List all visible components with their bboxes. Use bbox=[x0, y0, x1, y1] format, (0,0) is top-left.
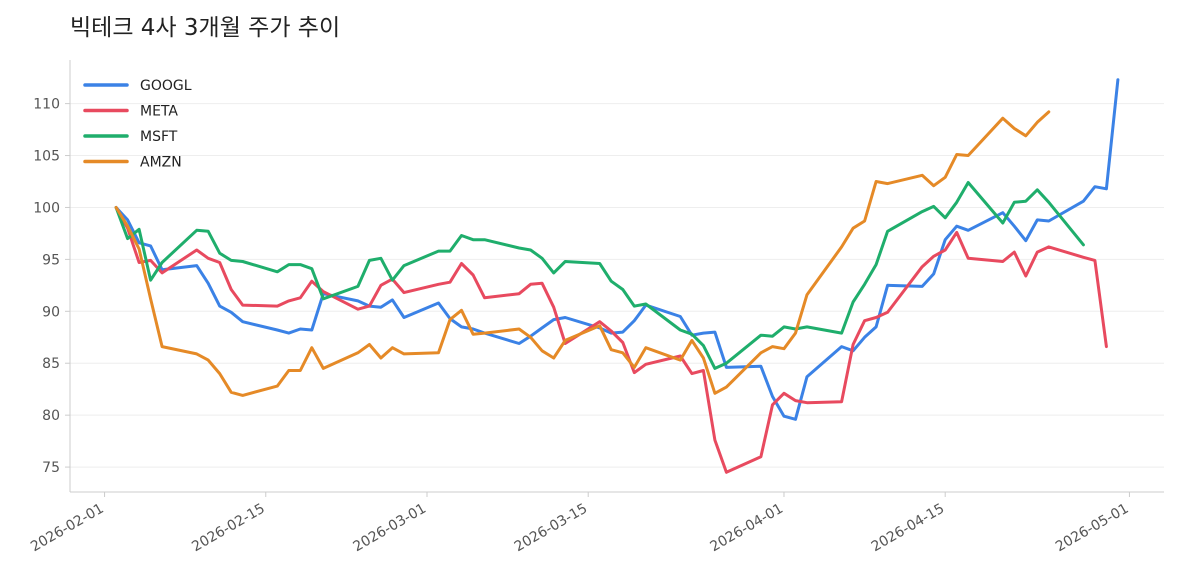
series-layer bbox=[114, 78, 1120, 474]
axis-layer: 75 80 85 90 95 100 105 110 2026-02-01 2026-02-15 2… bbox=[28, 60, 1164, 555]
legend-label-msft: MSFT bbox=[140, 129, 178, 145]
y-tick-label: 110 bbox=[33, 97, 60, 113]
series-line-googl bbox=[114, 78, 1120, 421]
legend: GOOGL META MSFT AMZN bbox=[83, 78, 192, 171]
series-line-amzn bbox=[114, 110, 1051, 397]
grid-layer bbox=[70, 103, 1164, 468]
x-tick-label: 2026-03-01 bbox=[351, 501, 429, 556]
y-tick-label: 105 bbox=[33, 149, 60, 165]
y-tick-label: 95 bbox=[42, 252, 60, 268]
y-tick-label: 100 bbox=[33, 200, 60, 216]
y-tick-label: 90 bbox=[42, 304, 60, 320]
legend-label-amzn: AMZN bbox=[140, 155, 182, 171]
y-tick-label: 85 bbox=[42, 356, 60, 372]
x-tick-label: 2026-04-01 bbox=[708, 501, 786, 556]
chart-title: 빅테크 4사 3개월 주가 추이 bbox=[70, 15, 341, 41]
y-tick-label: 80 bbox=[42, 408, 60, 424]
x-tick-label: 2026-02-15 bbox=[189, 501, 267, 556]
series-line-msft bbox=[114, 181, 1085, 370]
x-tick-label: 2026-04-15 bbox=[869, 501, 947, 556]
x-tick-label: 2026-03-15 bbox=[512, 501, 590, 556]
x-tick-label: 2026-02-01 bbox=[28, 501, 106, 556]
legend-label-meta: META bbox=[140, 104, 178, 120]
x-tick-label: 2026-05-01 bbox=[1053, 501, 1131, 556]
y-tick-label: 75 bbox=[42, 460, 60, 476]
legend-label-googl: GOOGL bbox=[140, 78, 192, 94]
series-line-meta bbox=[114, 206, 1108, 474]
